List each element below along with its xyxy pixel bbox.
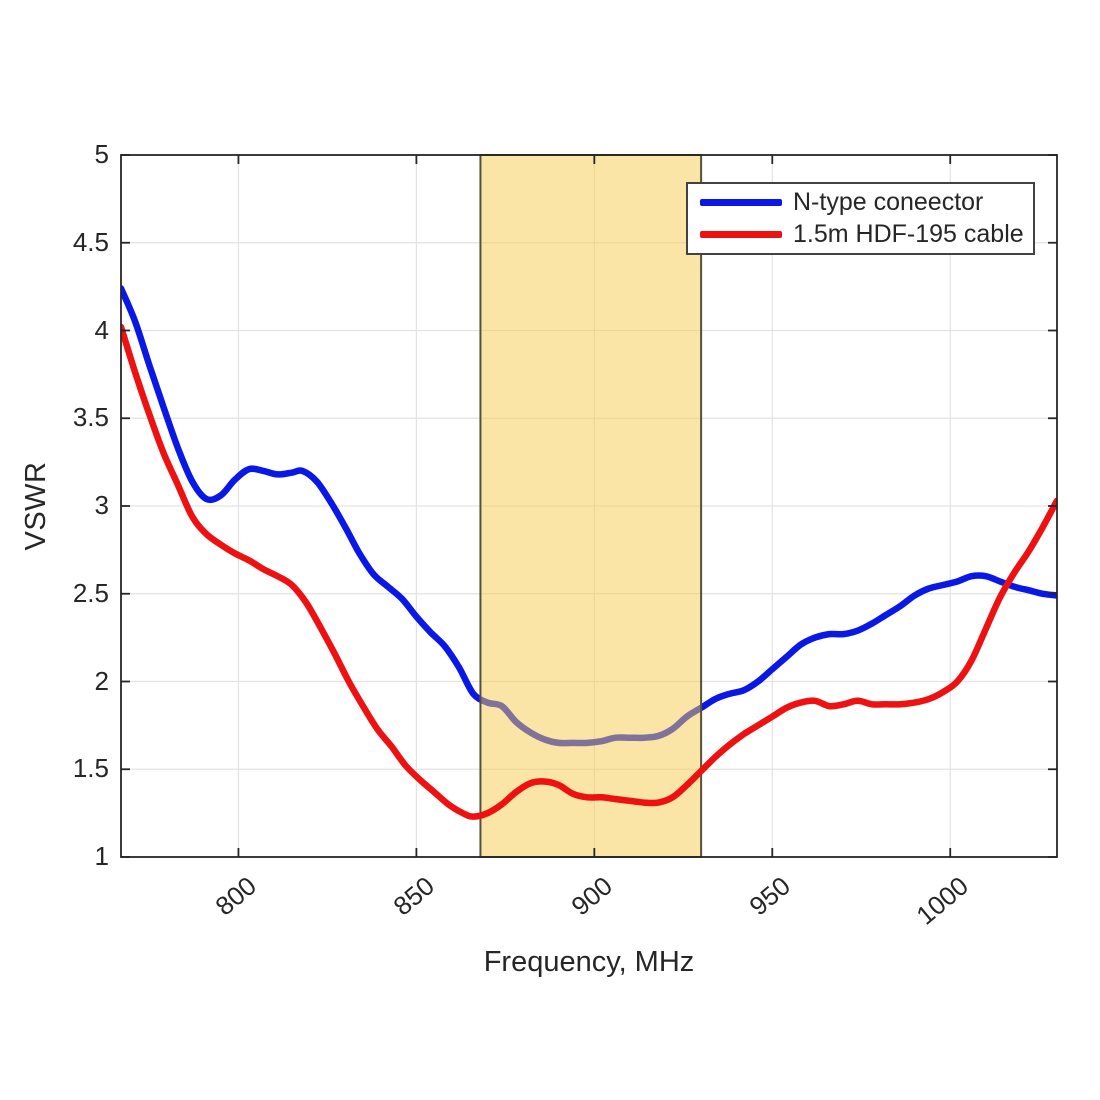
highlight-band xyxy=(479,154,703,858)
legend-item-n-type: N-type coneector xyxy=(688,188,1033,217)
y-tick-label: 2 xyxy=(94,665,109,696)
x-axis-label: Frequency, MHz xyxy=(483,946,695,978)
legend-label-cable: 1.5m HDF-195 cable xyxy=(793,220,1024,249)
y-tick-label: 2.5 xyxy=(72,577,109,608)
y-tick-label: 3 xyxy=(94,490,109,520)
curve-hdf195-cable xyxy=(121,323,1057,820)
y-tick-label: 4 xyxy=(94,314,109,345)
legend-item-cable: 1.5m HDF-195 cable xyxy=(688,220,1033,249)
y-tick-label: 4.5 xyxy=(72,226,109,257)
y-tick-label: 3.5 xyxy=(72,402,109,433)
y-tick-label: 1.5 xyxy=(72,753,109,784)
y-tick-label: 1 xyxy=(94,841,109,871)
y-axis-label: VSWR xyxy=(20,461,52,551)
legend-label-n-type: N-type coneector xyxy=(793,187,984,216)
legend-line-blue xyxy=(700,198,782,206)
y-tick-label: 5 xyxy=(94,139,109,169)
legend-line-red xyxy=(700,231,782,239)
legend: N-type coneector 1.5m HDF-195 cable xyxy=(686,182,1035,255)
